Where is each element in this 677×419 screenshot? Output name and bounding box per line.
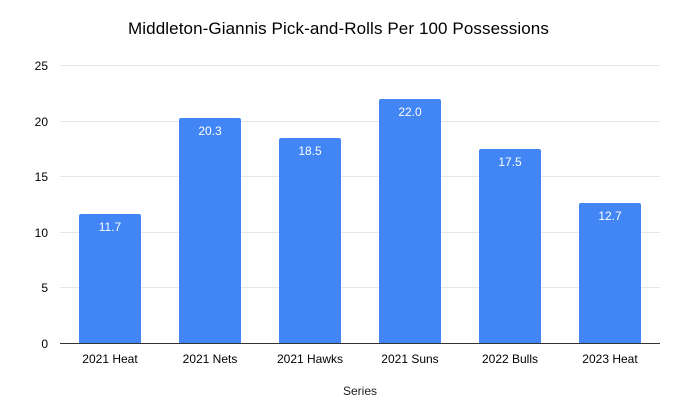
bar-2023-heat: 12.7 bbox=[579, 202, 641, 344]
x-axis-category-labels: 2021 Heat 2021 Nets 2021 Hawks 2021 Suns 202… bbox=[60, 352, 660, 366]
y-tick-label-15: 15 bbox=[34, 170, 48, 185]
gridline-10 bbox=[60, 231, 660, 233]
bar-slot: 20.3 bbox=[160, 66, 260, 344]
gridline-25 bbox=[60, 65, 660, 66]
x-axis-line bbox=[60, 343, 660, 344]
x-category-label: 2021 Suns bbox=[381, 352, 439, 366]
bar-value-label: 11.7 bbox=[98, 219, 122, 234]
bar-slot: 11.7 bbox=[60, 66, 160, 344]
gridline-20 bbox=[60, 120, 660, 122]
x-category-label: 2022 Bulls bbox=[481, 352, 539, 366]
bar-value-label: 17.5 bbox=[498, 155, 522, 170]
x-category-label: 2021 Hawks bbox=[276, 352, 344, 366]
bar-value-label: 12.7 bbox=[598, 208, 622, 223]
bar-2021-suns: 22.0 bbox=[379, 99, 441, 344]
x-category-label: 2023 Heat bbox=[582, 352, 638, 366]
chart-title: Middleton-Giannis Pick-and-Rolls Per 100… bbox=[128, 19, 549, 38]
bar-slot: 12.7 bbox=[560, 66, 660, 344]
y-tick-label-0: 0 bbox=[41, 337, 48, 351]
bar-slot: 22.0 bbox=[360, 66, 460, 344]
bar-2022-bulls: 17.5 bbox=[479, 149, 541, 344]
gridline-5 bbox=[60, 287, 660, 289]
bar-group: 11.7 20.3 18.5 22.0 17.5 12.7 bbox=[60, 66, 660, 344]
plot-area: 11.7 20.3 18.5 22.0 17.5 12.7 bbox=[60, 65, 660, 344]
y-axis-tick-labels: 0 5 10 15 20 25 bbox=[0, 59, 48, 351]
bar-value-label: 18.5 bbox=[298, 144, 322, 159]
x-category-label: 2021 Nets bbox=[182, 352, 238, 366]
bar-value-label: 22.0 bbox=[398, 105, 422, 120]
y-tick-label-5: 5 bbox=[41, 281, 48, 296]
bar-2021-hawks: 18.5 bbox=[279, 138, 341, 344]
bar-slot: 18.5 bbox=[260, 66, 360, 344]
gridline-15 bbox=[60, 176, 660, 178]
bar-value-label: 20.3 bbox=[198, 124, 222, 139]
bar-2021-nets: 20.3 bbox=[179, 118, 241, 344]
y-tick-label-25: 25 bbox=[34, 59, 48, 73]
x-axis-title: Series bbox=[342, 384, 377, 398]
bar-slot: 17.5 bbox=[460, 66, 560, 344]
x-category-label: 2021 Heat bbox=[82, 352, 138, 366]
bar-2021-heat: 11.7 bbox=[79, 213, 141, 344]
y-tick-label-10: 10 bbox=[34, 225, 48, 240]
y-tick-label-20: 20 bbox=[34, 114, 48, 129]
